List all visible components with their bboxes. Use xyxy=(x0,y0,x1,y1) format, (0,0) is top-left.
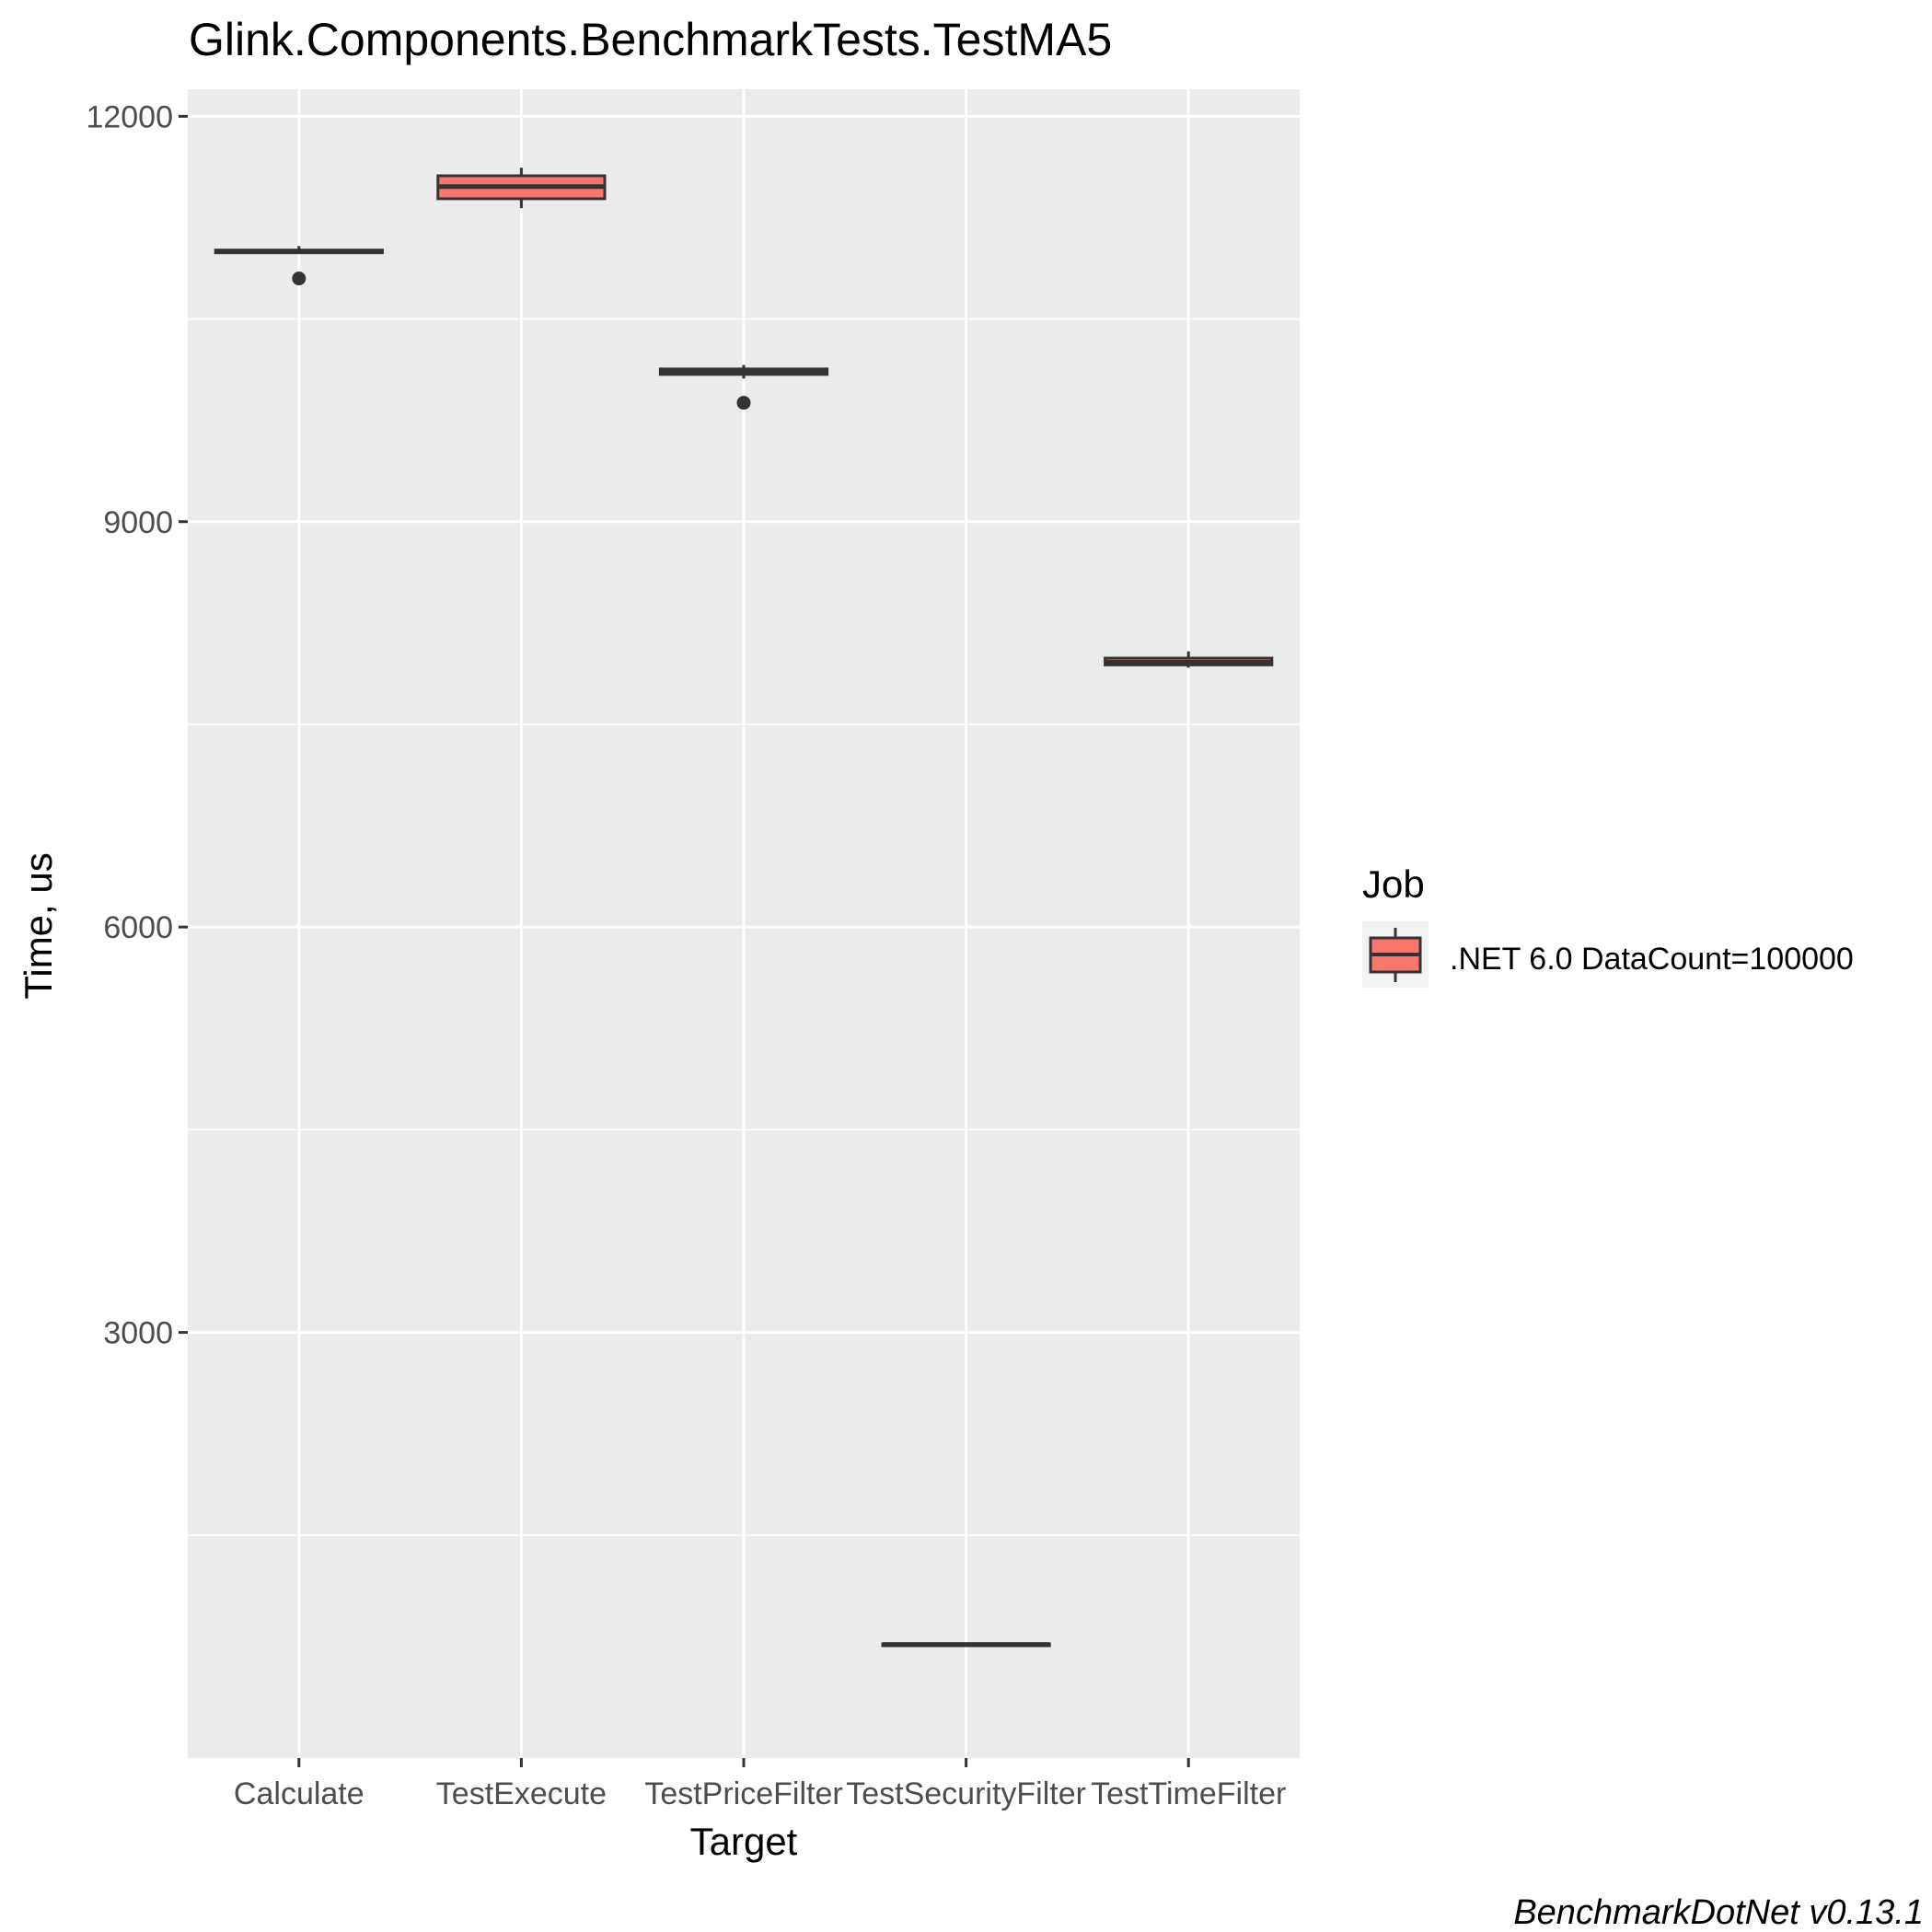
x-tick-label: TestExecute xyxy=(436,1776,607,1811)
x-axis-label: Target xyxy=(690,1820,798,1863)
caption: BenchmarkDotNet v0.13.1 xyxy=(1513,1893,1924,1932)
outlier-point xyxy=(292,272,307,286)
box-calculate xyxy=(214,246,384,286)
plot-area: 3000 6000 9000 12000 Calculate TestExecute Tes… xyxy=(86,89,1300,1811)
y-tick-label: 9000 xyxy=(103,505,173,540)
box-testtimefilter xyxy=(1104,651,1274,668)
x-tick-label: Calculate xyxy=(234,1776,364,1811)
legend-key xyxy=(1362,921,1429,988)
legend-item-label: .NET 6.0 DataCount=100000 xyxy=(1450,942,1854,977)
box-testsecurityfilter xyxy=(881,1642,1051,1648)
y-axis-label: Time, us xyxy=(17,852,60,999)
x-tick-label: TestPriceFilter xyxy=(644,1776,842,1811)
y-tick-label: 3000 xyxy=(103,1316,173,1351)
box-testpricefilter xyxy=(658,364,829,411)
y-tick-label: 6000 xyxy=(103,910,173,945)
outlier-point xyxy=(736,396,751,411)
chart-title: Glink.Components.BenchmarkTests.TestMA5 xyxy=(189,14,1112,65)
box-testexecute xyxy=(436,168,607,209)
x-tick-label: TestTimeFilter xyxy=(1091,1776,1286,1811)
x-tick-label: TestSecurityFilter xyxy=(846,1776,1086,1811)
y-tick-label: 12000 xyxy=(86,99,173,134)
legend-title: Job xyxy=(1362,862,1425,906)
